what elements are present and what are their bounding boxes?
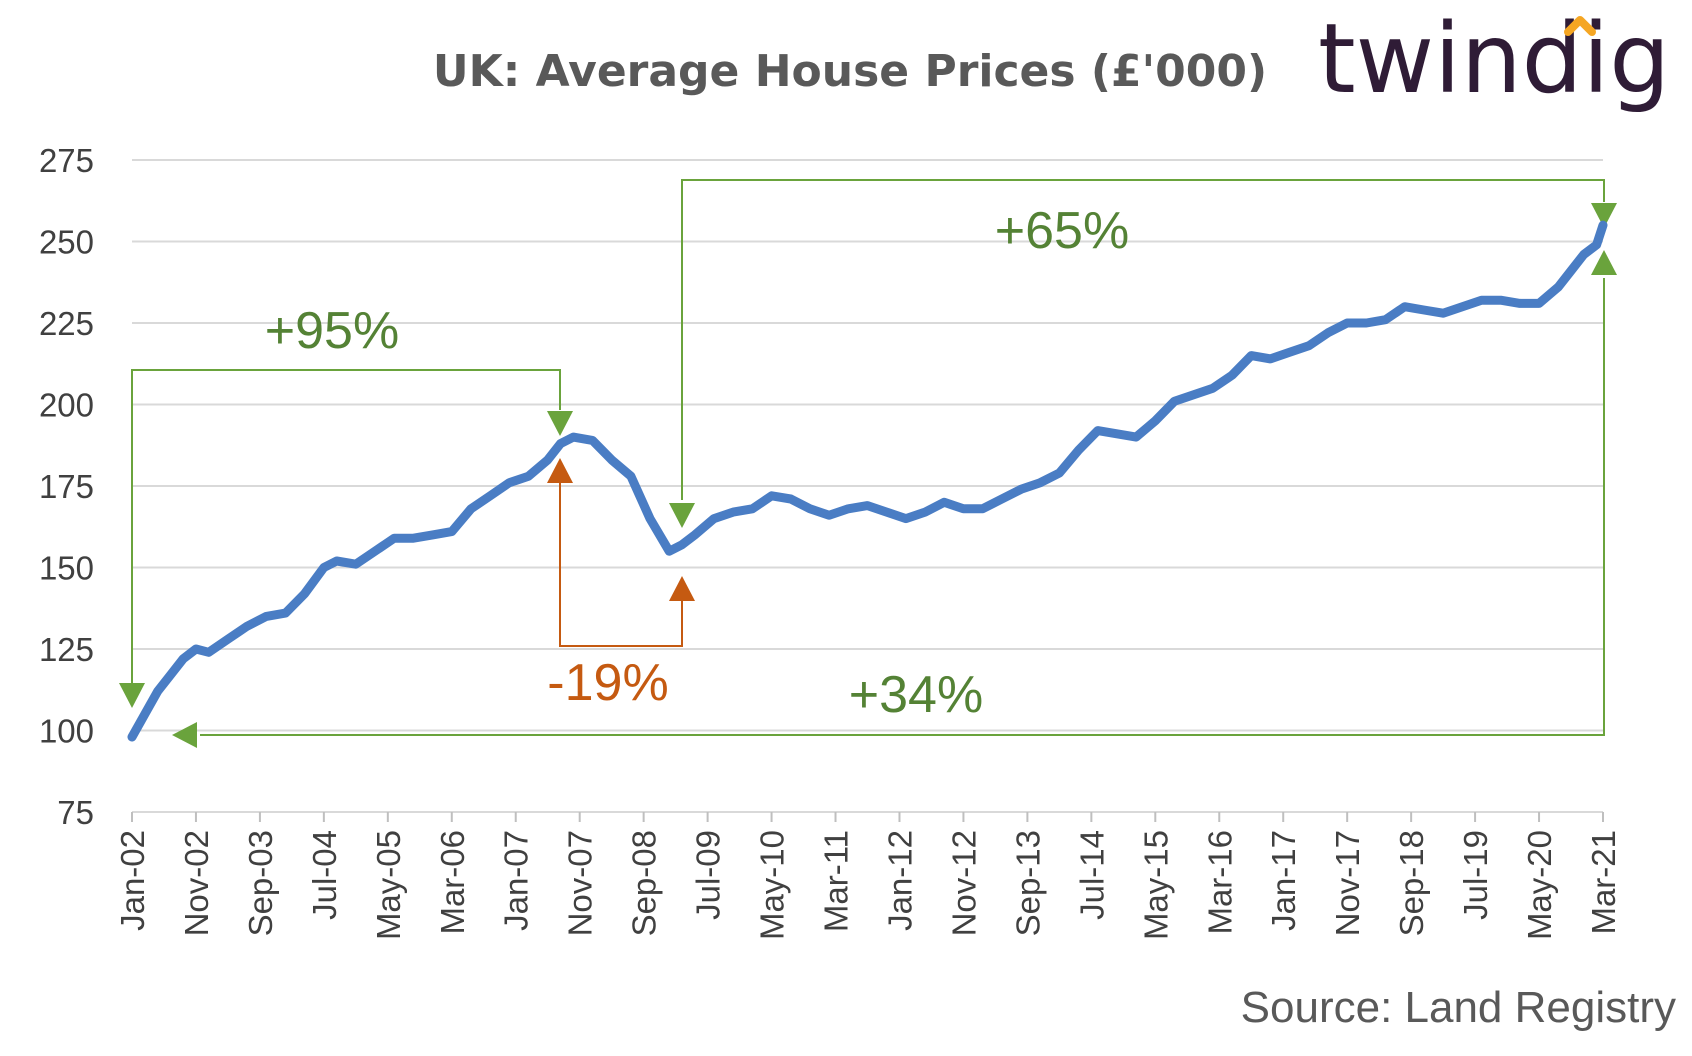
arrowhead-up-icon <box>1591 250 1617 275</box>
series-line <box>127 220 1608 742</box>
annotation-connector <box>200 278 1605 736</box>
y-tick-label: 200 <box>39 387 94 424</box>
gridlines <box>132 159 1603 732</box>
x-tick-label: May-20 <box>1521 830 1558 940</box>
arrowhead-left-icon <box>172 722 197 748</box>
y-tick-label: 75 <box>57 794 94 831</box>
annotation-minus-19: -19% <box>547 654 668 712</box>
annotation-connector <box>131 369 561 706</box>
x-tick-label: Nov-02 <box>178 830 215 936</box>
x-tick-label: Mar-06 <box>434 830 471 935</box>
y-tick-label: 250 <box>39 224 94 261</box>
x-tick-label: May-10 <box>754 830 791 940</box>
arrowhead-down-icon <box>669 503 695 528</box>
source-note: Source: Land Registry <box>1241 983 1676 1032</box>
annotation-plus-95: +95% <box>265 302 399 360</box>
x-tick-label: Nov-07 <box>562 830 599 936</box>
annotation-connector <box>559 483 683 647</box>
x-tick-label: Sep-08 <box>626 830 663 936</box>
y-tick-label: 225 <box>39 305 94 342</box>
x-tick-label: Nov-12 <box>945 830 982 936</box>
x-tick-label: Jul-14 <box>1073 830 1110 920</box>
x-tick-label: Mar-21 <box>1585 830 1622 935</box>
x-tick-label: Sep-13 <box>1009 830 1046 936</box>
x-tick-label: Jan-02 <box>114 830 151 931</box>
y-tick-label: 150 <box>39 550 94 587</box>
annotation-plus-34: +34% <box>849 666 983 724</box>
x-tick-label: May-15 <box>1137 830 1174 940</box>
annotation-plus-65: +65% <box>995 202 1129 260</box>
annotation-connector <box>681 179 1605 500</box>
x-tick-label: Jan-12 <box>881 830 918 931</box>
x-tick-label: May-05 <box>370 830 407 940</box>
y-tick-label: 100 <box>39 713 94 750</box>
chart-title: UK: Average House Prices (£'000) <box>433 46 1267 97</box>
annotation-arrows <box>119 179 1617 748</box>
x-tick-label: Jan-07 <box>498 830 535 931</box>
arrowhead-down-icon <box>119 683 145 708</box>
arrowhead-down-icon <box>1591 203 1617 228</box>
arrowhead-down-icon <box>547 411 573 436</box>
y-tick-label: 275 <box>39 142 94 179</box>
logo-text: twindig <box>1318 3 1670 115</box>
x-tick-label: Jul-04 <box>306 830 343 920</box>
x-axis: Jan-02 Nov-02 Sep-03 Jul-04 May-05 Mar-06 Jan-… <box>114 811 1622 940</box>
x-tick-label: Jul-09 <box>690 830 727 920</box>
x-tick-label: Sep-18 <box>1393 830 1430 936</box>
y-tick-label: 125 <box>39 631 94 668</box>
x-tick-label: Mar-11 <box>818 830 855 932</box>
y-axis-ticks: 75 100 125 150 175 200 225 250 275 <box>39 142 94 831</box>
y-tick-label: 175 <box>39 468 94 505</box>
logo-accent-icon <box>1564 16 1596 36</box>
x-tick-label: Mar-16 <box>1201 830 1238 935</box>
arrowhead-up-icon <box>547 458 573 483</box>
logo: twindig <box>1318 3 1670 115</box>
x-tick-label: Sep-03 <box>242 830 279 936</box>
x-tick-label: Nov-17 <box>1329 830 1366 936</box>
x-tick-label: Jul-19 <box>1457 830 1494 920</box>
x-tick-label: Jan-17 <box>1265 830 1302 931</box>
arrowhead-up-icon <box>669 576 695 601</box>
